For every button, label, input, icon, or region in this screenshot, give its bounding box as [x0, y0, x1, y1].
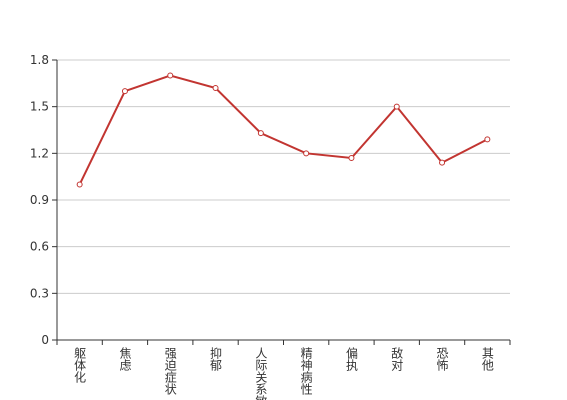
x-tick-label: 恐怖	[435, 347, 449, 371]
point	[303, 150, 310, 157]
x-tick-label: 其他	[480, 347, 494, 371]
line	[78, 74, 488, 185]
point	[257, 130, 264, 137]
y-tick-label: 1.5	[30, 100, 49, 114]
x-tick-label: 精神病性	[299, 347, 313, 396]
y-tick-label: 0.6	[30, 240, 49, 254]
x-tick-label: 抑郁	[209, 346, 223, 372]
point	[212, 85, 219, 91]
x-tick-label: 强迫症状	[163, 347, 177, 395]
y-tick-label: 1.2	[30, 146, 49, 160]
y-tick-label: 1.8	[30, 53, 49, 67]
point	[439, 159, 446, 166]
point	[393, 103, 400, 110]
x-tick-label: 敌对	[390, 346, 404, 371]
y-tick-label: 0	[41, 333, 49, 347]
point	[167, 72, 174, 79]
point	[484, 136, 491, 143]
x-tick-label: 偏执	[344, 346, 358, 372]
x-tick-label: 焦虑	[118, 347, 132, 371]
point	[121, 88, 128, 95]
point	[76, 181, 83, 188]
y-tick-label: 0.3	[30, 286, 49, 300]
y-tick-label: 0.9	[30, 193, 49, 207]
x-tick-label: 人际关系敏感	[254, 347, 268, 400]
point	[348, 155, 355, 161]
x-tick-label: 躯体化	[73, 346, 87, 384]
